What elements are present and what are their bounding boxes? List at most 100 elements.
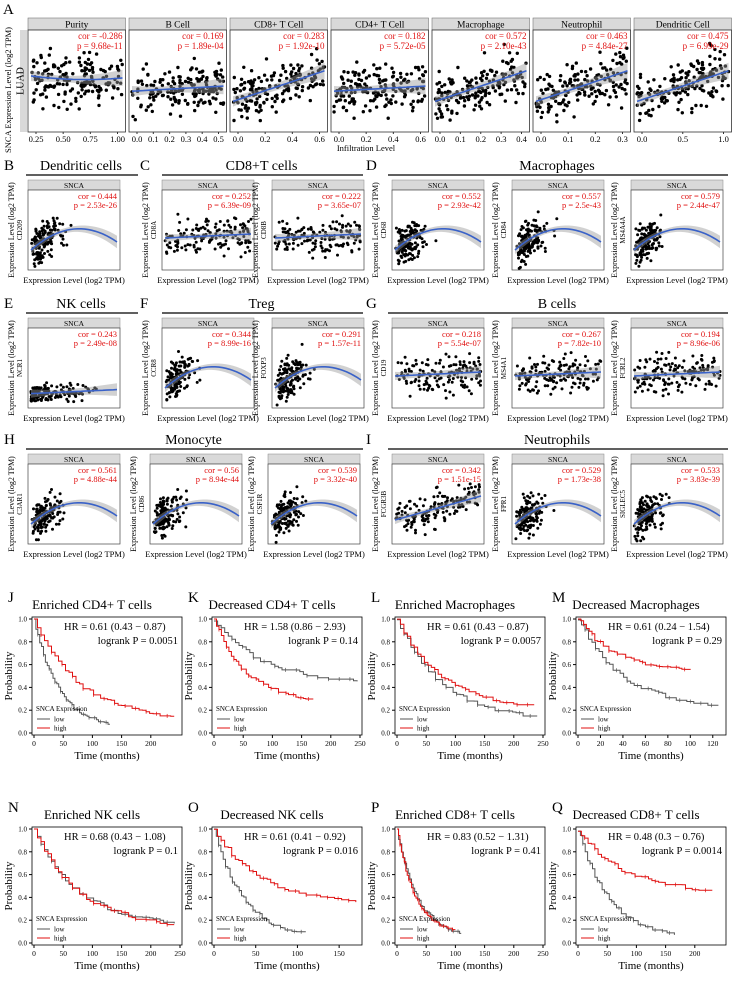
data-point (340, 77, 345, 81)
data-point (484, 91, 488, 95)
data-point (245, 109, 249, 113)
data-point (394, 100, 398, 104)
panel-letter: C (140, 158, 150, 174)
data-point (532, 218, 536, 222)
data-point (244, 239, 248, 242)
data-point (221, 101, 226, 105)
data-point (578, 363, 582, 367)
data-point (482, 51, 487, 55)
data-point (159, 497, 162, 501)
data-point (434, 112, 438, 116)
data-point (655, 237, 659, 241)
data-point (680, 390, 684, 394)
data-point (406, 225, 410, 229)
y-axis-label: SNCA Expression Level (log2 TPM) (3, 27, 13, 153)
data-point (334, 99, 339, 104)
data-point (524, 219, 528, 223)
data-point (275, 525, 279, 529)
data-point (175, 248, 179, 252)
y-tick-label: 0.0 (18, 730, 27, 738)
data-point (655, 226, 659, 230)
panel-letter: H (4, 432, 15, 448)
legend-title: SNCA Expression (399, 915, 451, 923)
data-point (222, 254, 226, 258)
data-point (518, 384, 522, 388)
data-point (165, 398, 169, 401)
data-point (538, 105, 542, 110)
data-point (195, 250, 198, 254)
data-point (301, 374, 305, 378)
data-point (468, 352, 472, 356)
data-point (184, 248, 188, 252)
data-point (661, 388, 665, 392)
data-point (546, 87, 550, 91)
data-point (97, 103, 101, 108)
data-point (306, 377, 310, 381)
hr-label: HR = 0.61 (0.43 − 0.87) (64, 622, 166, 633)
gene-label: FCGR3B (380, 490, 388, 517)
data-point (448, 512, 452, 516)
data-point (321, 223, 325, 227)
data-point (42, 245, 46, 249)
data-point (82, 84, 86, 88)
y-axis-label: Expression Level (log2 TPM) (251, 182, 260, 278)
data-point (312, 230, 315, 234)
data-point (481, 74, 485, 78)
data-point (249, 217, 253, 221)
data-point (434, 239, 438, 243)
data-point (474, 91, 478, 95)
y-tick-label: 0.8 (381, 638, 390, 646)
data-point (652, 78, 656, 82)
data-point (707, 382, 711, 386)
data-point (33, 264, 37, 268)
data-point (347, 94, 351, 98)
data-point (642, 101, 646, 106)
data-point (242, 86, 247, 91)
data-point (255, 97, 259, 101)
data-point (278, 368, 281, 372)
data-point (168, 112, 173, 116)
data-point (355, 85, 360, 89)
data-point (289, 491, 292, 494)
data-point (585, 85, 589, 89)
y-axis-label: Expression Level (log2 TPM) (129, 456, 138, 552)
data-point (564, 363, 568, 367)
data-point (708, 41, 712, 46)
data-point (636, 386, 640, 390)
data-point (535, 109, 540, 113)
data-point (500, 72, 504, 76)
x-tick-label: 200 (145, 949, 157, 958)
data-point (654, 248, 658, 252)
data-point (270, 105, 274, 109)
data-point (634, 227, 638, 231)
data-point (173, 99, 178, 104)
data-point (666, 382, 670, 386)
data-point (420, 518, 424, 522)
data-point (677, 383, 681, 387)
data-point (176, 488, 180, 491)
data-point (246, 80, 251, 84)
data-point (285, 371, 289, 375)
data-point (487, 91, 491, 96)
y-tick-label: 0.6 (381, 871, 390, 879)
p-label: p = 1.51e-15 (438, 474, 481, 484)
data-point (46, 398, 50, 402)
data-point (185, 384, 189, 388)
data-point (656, 365, 660, 369)
hr-label: HR = 0.48 (0.3 − 0.76) (608, 832, 705, 843)
data-point (296, 83, 301, 87)
data-point (283, 247, 287, 251)
data-point (401, 246, 405, 250)
data-point (436, 494, 440, 498)
data-point (172, 95, 176, 100)
data-point (549, 104, 553, 109)
data-point (228, 230, 232, 234)
data-point (258, 94, 262, 99)
data-point (243, 97, 248, 101)
data-point (119, 58, 123, 62)
data-point (291, 241, 295, 245)
data-point (540, 241, 544, 244)
data-point (534, 369, 538, 373)
data-point (178, 519, 182, 523)
data-point (382, 78, 387, 82)
